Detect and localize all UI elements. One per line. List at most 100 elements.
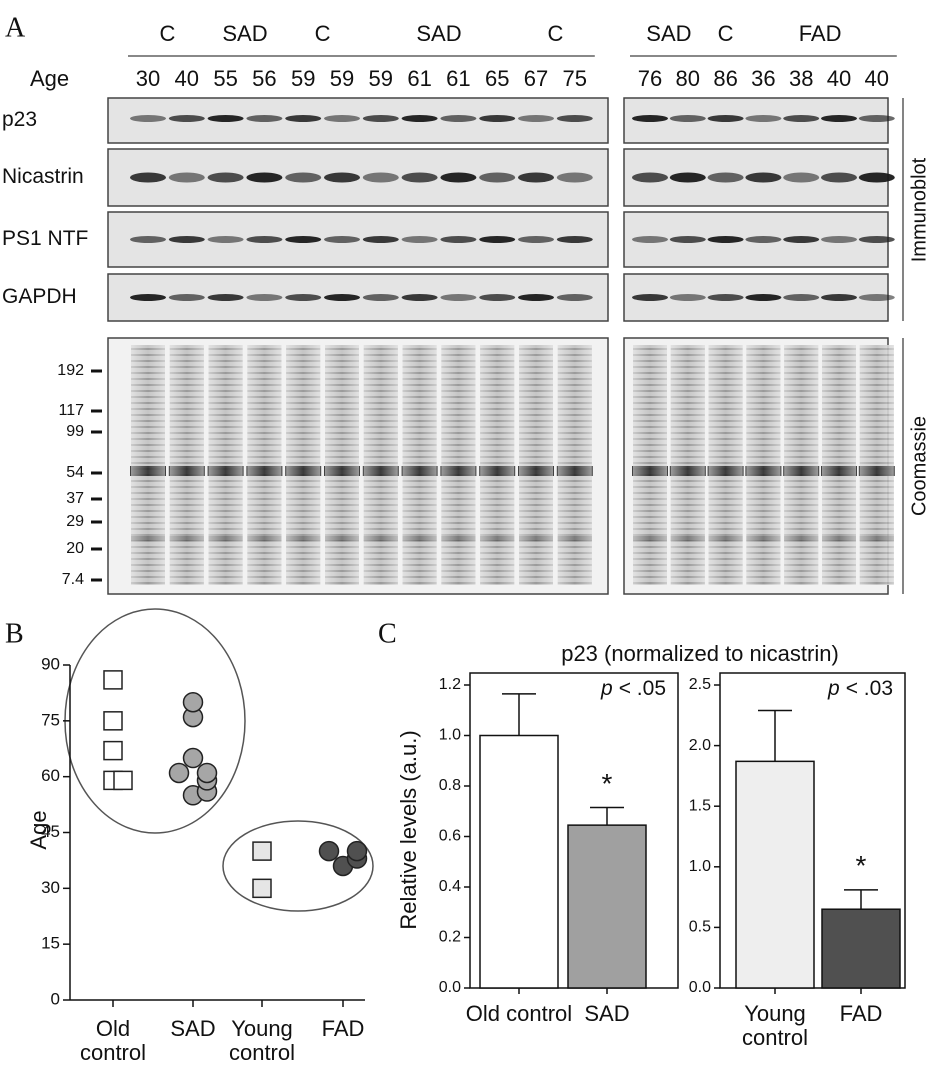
band bbox=[246, 294, 283, 301]
y-tick-label: 1.0 bbox=[689, 858, 711, 875]
band bbox=[783, 172, 820, 183]
band bbox=[479, 172, 516, 183]
x-tick-label: FAD bbox=[321, 1016, 365, 1041]
band bbox=[285, 172, 322, 183]
band bbox=[362, 236, 399, 243]
band bbox=[401, 115, 438, 122]
band bbox=[707, 172, 744, 183]
band bbox=[745, 115, 782, 122]
marker-label: 192 bbox=[57, 362, 84, 379]
y-axis-title: Relative levels (a.u.) bbox=[396, 730, 421, 929]
age-label: 56 bbox=[252, 66, 276, 91]
band bbox=[207, 115, 244, 122]
annotation-text: < .03 bbox=[846, 677, 893, 700]
y-tick-label: 0.0 bbox=[689, 979, 711, 996]
band bbox=[324, 236, 360, 243]
group-ellipse bbox=[64, 608, 246, 834]
age-label: 76 bbox=[638, 66, 662, 91]
band bbox=[518, 172, 554, 183]
y-tick-label: 2.0 bbox=[689, 737, 711, 754]
x-tick-label: SAD bbox=[584, 1001, 630, 1026]
band bbox=[168, 172, 205, 183]
band bbox=[440, 236, 477, 243]
band bbox=[707, 236, 744, 243]
band bbox=[440, 115, 477, 122]
age-label: 40 bbox=[827, 66, 851, 91]
band bbox=[556, 294, 593, 301]
band bbox=[821, 115, 857, 122]
band bbox=[130, 236, 166, 243]
y-tick-label: 0.2 bbox=[439, 929, 461, 946]
band bbox=[783, 294, 820, 301]
group-label: C bbox=[718, 21, 734, 46]
age-label: 75 bbox=[563, 66, 587, 91]
band bbox=[401, 236, 438, 243]
group-label: C bbox=[547, 21, 563, 46]
band bbox=[207, 172, 244, 183]
x-tick-label: SAD bbox=[170, 1016, 216, 1041]
group-label: SAD bbox=[646, 21, 691, 46]
side-label: Immunoblot bbox=[908, 157, 930, 262]
gel-shade bbox=[131, 345, 165, 585]
age-label: 65 bbox=[485, 66, 509, 91]
gel-shade bbox=[169, 345, 204, 585]
annotation-p: p bbox=[600, 677, 613, 700]
bar bbox=[821, 908, 901, 989]
band bbox=[362, 115, 399, 122]
gel-shade bbox=[708, 345, 743, 585]
band bbox=[632, 236, 668, 243]
y-tick-label: 0 bbox=[51, 989, 60, 1008]
group-label: C bbox=[315, 21, 331, 46]
annotation: p < .03 bbox=[827, 677, 893, 700]
row-label: GAPDH bbox=[2, 285, 77, 308]
band bbox=[632, 172, 668, 183]
gel-shade bbox=[519, 345, 553, 585]
marker-label: 29 bbox=[66, 513, 84, 530]
band bbox=[207, 294, 244, 301]
band bbox=[401, 172, 438, 183]
age-label: 40 bbox=[175, 66, 199, 91]
band bbox=[858, 172, 895, 183]
band bbox=[858, 294, 895, 301]
band bbox=[324, 172, 360, 183]
band bbox=[707, 294, 744, 301]
x-tick-label: Young control bbox=[228, 1016, 296, 1065]
band bbox=[285, 115, 322, 122]
band bbox=[783, 236, 820, 243]
point bbox=[113, 770, 133, 791]
gel-shade bbox=[402, 345, 437, 585]
band bbox=[821, 294, 857, 301]
marker-label: 99 bbox=[66, 423, 84, 440]
y-tick-label: 1.2 bbox=[439, 676, 461, 693]
row-label: PS1 NTF bbox=[2, 227, 88, 250]
y-tick-label: 30 bbox=[41, 878, 60, 897]
gel-shade bbox=[208, 345, 243, 585]
age-label: 59 bbox=[369, 66, 393, 91]
bar bbox=[567, 824, 647, 989]
band bbox=[669, 236, 706, 243]
band bbox=[285, 294, 322, 301]
point bbox=[346, 840, 368, 862]
band bbox=[130, 172, 166, 183]
gel-shade bbox=[859, 345, 894, 585]
significance: * bbox=[602, 768, 613, 799]
band bbox=[324, 294, 360, 301]
gel-shade bbox=[247, 345, 282, 585]
band bbox=[821, 172, 857, 183]
band bbox=[440, 294, 477, 301]
point bbox=[103, 740, 123, 761]
age-label: 36 bbox=[751, 66, 775, 91]
age-label: 86 bbox=[713, 66, 737, 91]
chart-title: p23 (normalized to nicastrin) bbox=[561, 641, 839, 666]
band bbox=[669, 294, 706, 301]
panel-label: B bbox=[5, 618, 24, 649]
band bbox=[440, 172, 477, 183]
gel-shade bbox=[480, 345, 515, 585]
annotation: p < .05 bbox=[600, 677, 666, 700]
panel-label: A bbox=[5, 12, 26, 43]
point bbox=[182, 691, 204, 713]
point bbox=[103, 711, 123, 731]
annotation-text: < .05 bbox=[619, 677, 666, 700]
